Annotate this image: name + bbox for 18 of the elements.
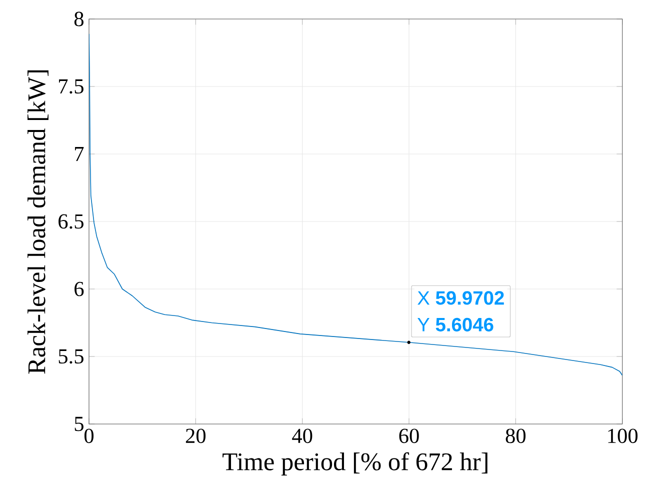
y-tick-label: 8 bbox=[74, 12, 84, 26]
y-tick-label: 7 bbox=[75, 147, 84, 161]
x-tick-label: 40 bbox=[292, 428, 312, 444]
x-tick-label: 20 bbox=[186, 428, 206, 444]
y-tick-label: 6.5 bbox=[58, 214, 84, 229]
line-series bbox=[89, 33, 622, 376]
y-axis-title: Rack-level load demand [kW] bbox=[28, 70, 48, 374]
y-tick-label: 6 bbox=[74, 282, 84, 296]
x-tick-label: 80 bbox=[506, 428, 526, 444]
annotation: Y 5.6046 bbox=[418, 318, 494, 332]
y-tick-label: 5.5 bbox=[58, 349, 84, 364]
y-tick-label: 7.5 bbox=[59, 79, 84, 94]
x-tick-label: 100 bbox=[608, 428, 638, 444]
annotation: X 59.9702 bbox=[418, 291, 504, 305]
y-tick-label: 5 bbox=[74, 416, 84, 432]
x-tick-label: 60 bbox=[399, 428, 419, 444]
x-tick-label: 0 bbox=[84, 428, 94, 444]
x-axis-title: Time period [% of 672 hr] bbox=[222, 452, 488, 476]
